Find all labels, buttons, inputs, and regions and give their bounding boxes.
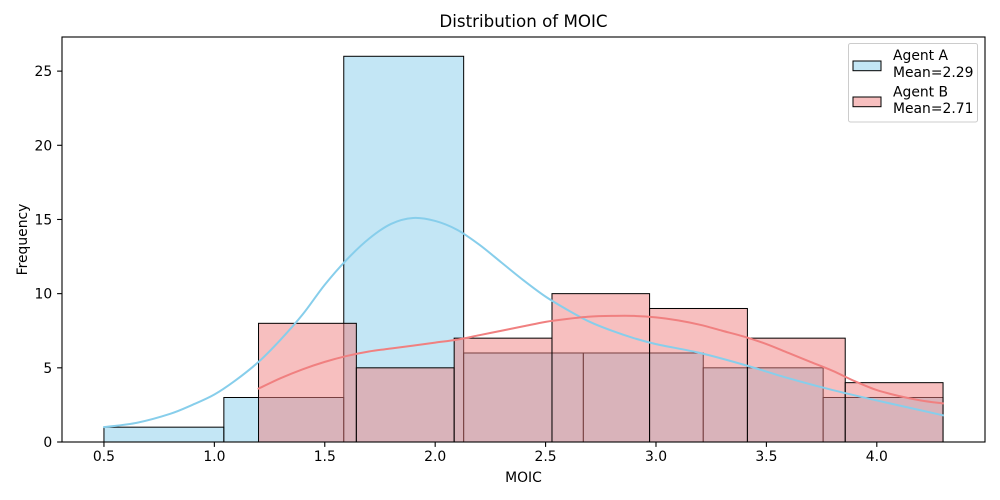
x-tick-label: 2.0 <box>424 449 446 465</box>
x-axis-label: MOIC <box>505 470 542 486</box>
x-tick-label: 1.0 <box>203 449 225 465</box>
y-tick-label: 0 <box>43 435 52 451</box>
chart-title: Distribution of MOIC <box>439 11 607 31</box>
histogram-bar-agent-b-2 <box>355 367 455 443</box>
histogram-bar-agent-a-1 <box>103 426 225 443</box>
x-tick-label: 0.5 <box>93 449 115 465</box>
kde-curves <box>102 216 945 429</box>
legend-swatch-agent-b <box>852 96 882 108</box>
y-tick-label: 25 <box>35 64 53 80</box>
x-tick-label: 3.5 <box>755 449 777 465</box>
histogram-bar-agent-b-1 <box>258 322 357 443</box>
histogram-bar-agent-b-3 <box>453 337 553 443</box>
legend: Agent A Mean=2.29 Agent B Mean=2.71 <box>848 43 978 123</box>
x-tick-label: 4.0 <box>866 449 888 465</box>
legend-mean-agent-b: Mean=2.71 <box>893 101 973 117</box>
x-tick-label: 3.0 <box>645 449 667 465</box>
legend-swatch-agent-a <box>852 60 882 72</box>
y-axis-label: Frequency <box>15 204 31 276</box>
histogram-bars <box>103 55 944 443</box>
y-tick-label: 10 <box>35 287 53 303</box>
histogram-bar-agent-b-5 <box>649 307 748 443</box>
x-axis-ticks: 0.5 1.0 1.5 2.0 2.5 3.0 3.5 4.0 <box>93 442 888 465</box>
legend-label-agent-b: Agent B <box>893 85 948 101</box>
axes-frame <box>61 36 986 443</box>
y-tick-label: 15 <box>35 212 53 228</box>
y-tick-label: 5 <box>43 361 52 377</box>
legend-label-agent-a: Agent A <box>893 48 949 64</box>
y-tick-label: 20 <box>35 138 53 154</box>
x-tick-label: 1.5 <box>314 449 336 465</box>
kde-line-agent-a <box>102 216 945 429</box>
kde-line-agent-b <box>257 314 945 405</box>
x-tick-label: 2.5 <box>535 449 557 465</box>
y-axis-ticks: 0 5 10 15 20 25 <box>35 64 62 451</box>
legend-mean-agent-a: Mean=2.29 <box>893 65 973 81</box>
